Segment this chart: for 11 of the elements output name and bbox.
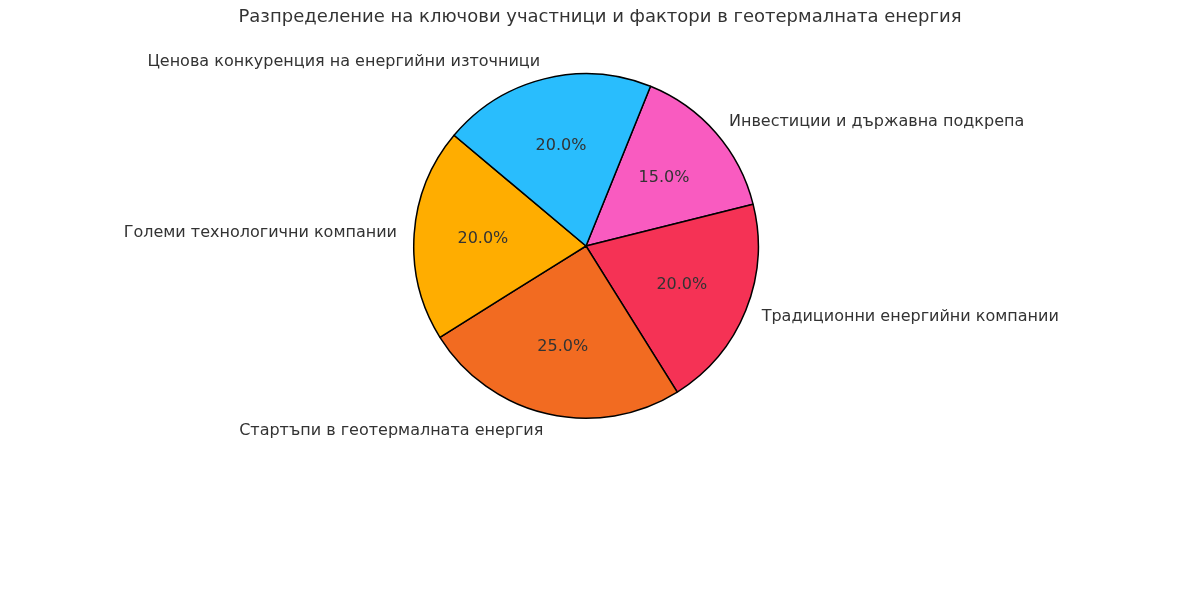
slice-label: Инвестиции и държавна подкрепа — [729, 110, 1025, 130]
slice-label: Традиционни енергийни компании — [760, 306, 1059, 326]
data-label: 15.0% — [638, 167, 690, 187]
data-label: 20.0% — [535, 134, 587, 154]
slice-label: Стартъпи в геотермалната енергия — [239, 419, 544, 439]
data-label: 25.0% — [537, 335, 589, 355]
slice-label: Големи технологични компании — [123, 221, 397, 241]
slice-label: Ценова конкуренция на енергийни източници — [147, 51, 541, 71]
data-label: 20.0% — [656, 273, 708, 293]
data-label: 20.0% — [457, 227, 509, 247]
chart-title: Разпределение на ключови участници и фактори в геотермалната енергия — [238, 4, 962, 26]
